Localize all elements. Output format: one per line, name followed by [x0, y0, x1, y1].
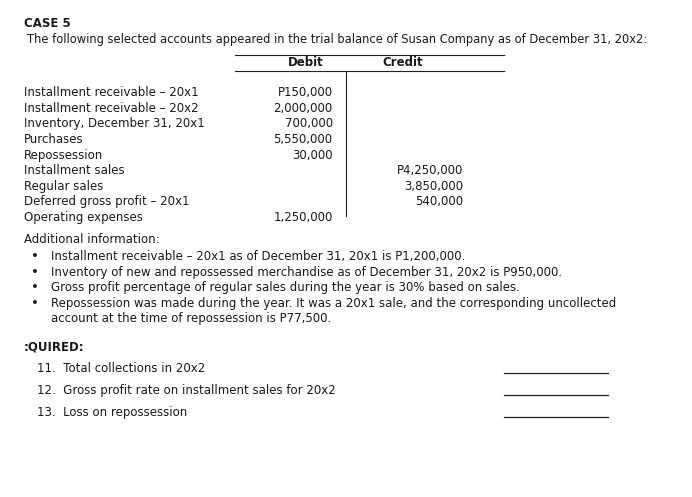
Text: 700,000: 700,000	[284, 117, 333, 131]
Text: Debit: Debit	[288, 56, 324, 69]
Text: Credit: Credit	[383, 56, 424, 69]
Text: Inventory, December 31, 20x1: Inventory, December 31, 20x1	[24, 117, 205, 131]
Text: Deferred gross profit – 20x1: Deferred gross profit – 20x1	[24, 195, 190, 208]
Text: •: •	[31, 281, 39, 294]
Text: Additional information:: Additional information:	[24, 233, 160, 246]
Text: Inventory of new and repossessed merchandise as of December 31, 20x2 is P950,000: Inventory of new and repossessed merchan…	[51, 265, 562, 278]
Text: 1,250,000: 1,250,000	[273, 211, 333, 224]
Text: Installment sales: Installment sales	[24, 164, 125, 177]
Text: CASE 5: CASE 5	[24, 17, 71, 30]
Text: 12.  Gross profit rate on installment sales for 20x2: 12. Gross profit rate on installment sal…	[37, 384, 336, 397]
Text: 30,000: 30,000	[292, 149, 333, 162]
Text: P150,000: P150,000	[277, 86, 333, 99]
Text: account at the time of repossession is P77,500.: account at the time of repossession is P…	[51, 312, 331, 326]
Text: 13.  Loss on repossession: 13. Loss on repossession	[37, 406, 188, 419]
Text: :QUIRED:: :QUIRED:	[24, 340, 84, 353]
Text: 11.  Total collections in 20x2: 11. Total collections in 20x2	[37, 362, 206, 375]
Text: Installment receivable – 20x2: Installment receivable – 20x2	[24, 102, 199, 115]
Text: Purchases: Purchases	[24, 133, 84, 146]
Text: 3,850,000: 3,850,000	[404, 180, 464, 193]
Text: •: •	[31, 265, 39, 278]
Text: 2,000,000: 2,000,000	[273, 102, 333, 115]
Text: Operating expenses: Operating expenses	[24, 211, 143, 224]
Text: Repossession was made during the year. It was a 20x1 sale, and the corresponding: Repossession was made during the year. I…	[51, 297, 616, 310]
Text: Gross profit percentage of regular sales during the year is 30% based on sales.: Gross profit percentage of regular sales…	[51, 281, 520, 294]
Text: •: •	[31, 297, 39, 310]
Text: 540,000: 540,000	[415, 195, 464, 208]
Text: 5,550,000: 5,550,000	[273, 133, 333, 146]
Text: Regular sales: Regular sales	[24, 180, 103, 193]
Text: •: •	[31, 250, 39, 263]
Text: Repossession: Repossession	[24, 149, 103, 162]
Text: P4,250,000: P4,250,000	[397, 164, 464, 177]
Text: Installment receivable – 20x1: Installment receivable – 20x1	[24, 86, 199, 99]
Text: Installment receivable – 20x1 as of December 31, 20x1 is P1,200,000.: Installment receivable – 20x1 as of Dece…	[51, 250, 465, 263]
Text: The following selected accounts appeared in the trial balance of Susan Company a: The following selected accounts appeared…	[27, 33, 648, 46]
